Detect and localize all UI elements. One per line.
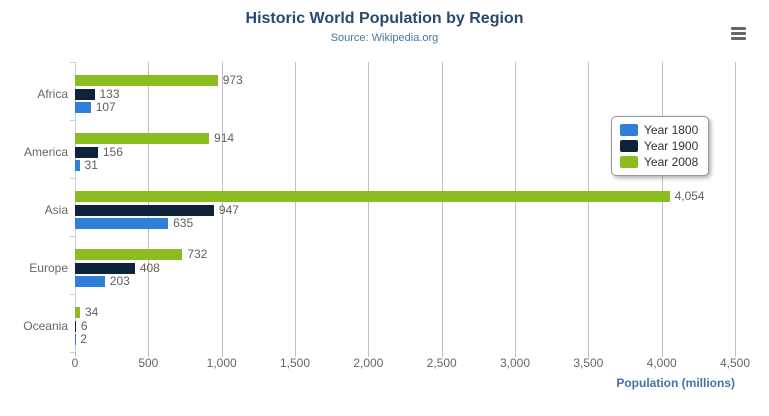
- x-axis-tick: [735, 352, 736, 357]
- bar-year-2008-asia[interactable]: [75, 191, 670, 202]
- legend-swatch-year-1900: [620, 140, 638, 152]
- gridline: [221, 62, 223, 352]
- plot-area: 973 133 107 914 156 31 4,054 947 635 732 408 203 34 6…: [75, 62, 736, 352]
- bar-value-label: 2: [80, 332, 87, 346]
- legend-swatch-year-1800: [620, 124, 638, 136]
- gridline: [515, 62, 516, 352]
- bar-year-1900-europe[interactable]: [75, 262, 135, 274]
- legend-swatch-year-2008: [620, 156, 638, 168]
- x-axis-label: 1,000: [206, 356, 237, 370]
- bar-value-label: 4,054: [674, 189, 705, 203]
- bar-year-1800-europe[interactable]: [75, 276, 105, 287]
- x-axis-tick: [515, 352, 516, 357]
- bar-value-label: 31: [84, 158, 98, 172]
- bar-year-2008-africa[interactable]: [75, 75, 218, 86]
- bar-year-2008-oceania[interactable]: [75, 307, 80, 318]
- x-axis-tick: [661, 352, 663, 357]
- gridline: [368, 62, 370, 352]
- x-axis-tick: [368, 352, 370, 357]
- bar-value-label: 732: [187, 247, 208, 261]
- x-axis-tick: [441, 352, 443, 357]
- bar-year-1900-oceania[interactable]: [75, 320, 76, 332]
- legend-item-year-2008[interactable]: Year 2008: [620, 154, 698, 170]
- y-axis-tick: [70, 294, 75, 295]
- bar-year-2008-europe[interactable]: [75, 249, 183, 260]
- x-axis-tick: [295, 352, 296, 357]
- x-axis-label: 4,500: [719, 356, 751, 370]
- bar-value-label: 973: [222, 73, 243, 87]
- y-axis-tick: [70, 120, 75, 121]
- x-axis-label: 0: [71, 356, 79, 370]
- x-axis-label: 2,500: [426, 356, 457, 370]
- bar-value-label: 947: [218, 202, 239, 217]
- x-axis-title: Population (millions): [616, 376, 735, 390]
- bar-value-label: 914: [214, 131, 235, 145]
- bar-value-label: 34: [84, 305, 99, 319]
- bar-group-europe: 732 408 203: [75, 236, 735, 294]
- hamburger-menu-icon[interactable]: [728, 22, 752, 42]
- category-label-africa: Africa: [37, 87, 68, 101]
- gridline: [588, 62, 590, 352]
- bar-value-label: 133: [99, 86, 120, 101]
- bar-year-1900-america[interactable]: [75, 146, 98, 158]
- category-label-america: America: [23, 145, 68, 159]
- category-label-europe: Europe: [29, 261, 68, 275]
- bar-year-1900-asia[interactable]: [75, 204, 214, 216]
- gridline: [735, 62, 736, 352]
- chart-title: Historic World Population by Region: [245, 10, 524, 27]
- x-axis-tick: [588, 352, 590, 357]
- y-axis-tick: [70, 62, 75, 63]
- bar-value-label: 203: [109, 274, 130, 288]
- bar-value-label: 408: [139, 260, 160, 275]
- legend-label: Year 1800: [644, 123, 699, 137]
- bar-group-america: 914 156 31: [75, 120, 735, 178]
- bar-year-1800-africa[interactable]: [75, 102, 91, 113]
- hamburger-bar: [731, 27, 746, 30]
- x-axis-label: 3,500: [573, 356, 604, 370]
- chart-subtitle: Source: Wikipedia.org: [330, 32, 439, 44]
- bar-year-2008-america[interactable]: [75, 133, 210, 144]
- x-axis-label: 500: [138, 356, 159, 370]
- bar-year-1800-america[interactable]: [75, 160, 80, 171]
- x-axis-tick: [148, 352, 150, 357]
- bar-group-oceania: 34 6 2: [75, 294, 735, 352]
- bar-value-label: 107: [95, 100, 116, 114]
- gridline: [441, 62, 443, 352]
- y-axis-tick: [70, 178, 75, 179]
- category-label-oceania: Oceania: [23, 319, 68, 333]
- hamburger-bar: [731, 32, 746, 35]
- bar-value-label: 635: [173, 216, 194, 230]
- gridline: [295, 62, 296, 352]
- gridline: [661, 62, 663, 352]
- x-axis-tick: [75, 352, 76, 357]
- legend-label: Year 1900: [644, 139, 699, 153]
- hamburger-bar: [731, 37, 746, 40]
- legend-item-year-1800[interactable]: Year 1800: [620, 122, 698, 138]
- legend-item-year-1900[interactable]: Year 1900: [620, 138, 698, 154]
- bar-group-asia: 4,054 947 635: [75, 178, 735, 236]
- category-label-asia: Asia: [44, 203, 68, 217]
- y-axis-tick: [70, 236, 75, 237]
- legend: Year 1800 Year 1900 Year 2008: [611, 116, 710, 176]
- y-axis-tick: [70, 352, 75, 353]
- bar-value-label: 6: [80, 318, 88, 333]
- bar-year-1800-asia[interactable]: [75, 218, 169, 229]
- x-axis-tick: [221, 352, 223, 357]
- bar-year-1900-africa[interactable]: [75, 88, 95, 100]
- x-axis-label: 1,500: [279, 356, 311, 370]
- x-axis-label: 4,000: [646, 356, 677, 370]
- x-axis-label: 2,000: [353, 356, 384, 370]
- bar-value-label: 156: [102, 144, 123, 159]
- x-axis-label: 3,000: [499, 356, 531, 370]
- bar-group-africa: 973 133 107: [75, 62, 735, 120]
- legend-label: Year 2008: [644, 155, 699, 169]
